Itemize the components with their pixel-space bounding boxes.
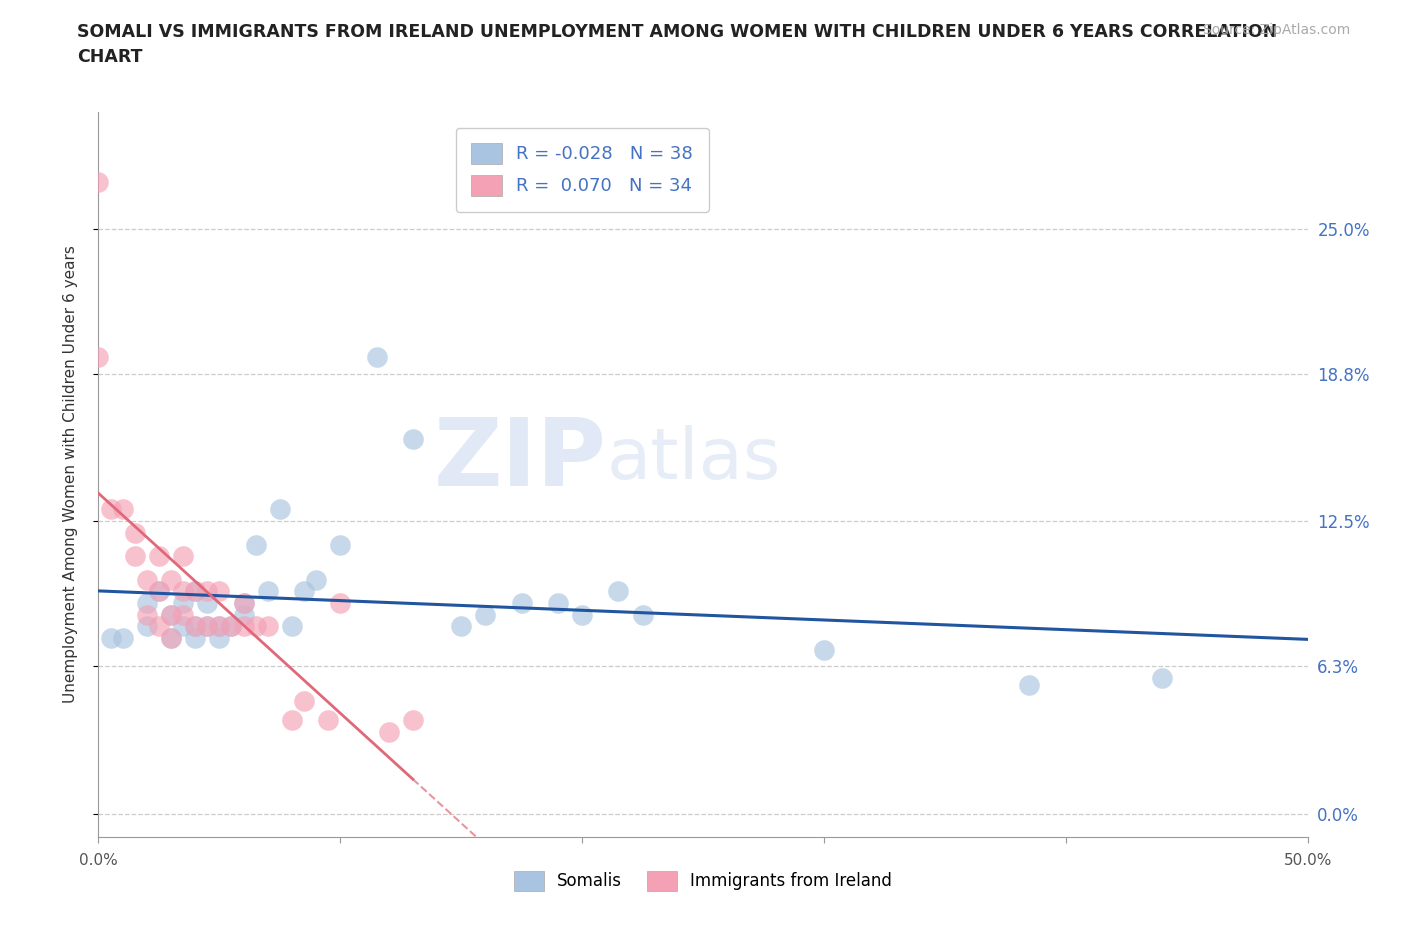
Point	[100, 631, 122, 645]
Point	[232, 619, 254, 634]
Point	[232, 595, 254, 610]
Point	[195, 595, 218, 610]
Point	[208, 619, 231, 634]
Point	[1152, 671, 1174, 685]
Point	[232, 607, 254, 622]
Point	[329, 537, 352, 551]
Point	[281, 619, 304, 634]
Point	[111, 502, 134, 517]
Point	[281, 712, 304, 727]
Point	[292, 694, 315, 709]
Text: CHART: CHART	[77, 48, 143, 66]
Point	[402, 712, 425, 727]
Point	[256, 584, 278, 599]
Point	[510, 595, 533, 610]
Point	[329, 595, 352, 610]
Point	[160, 607, 183, 622]
Point	[813, 643, 835, 658]
Point	[124, 525, 146, 540]
Point	[172, 607, 194, 622]
Text: SOMALI VS IMMIGRANTS FROM IRELAND UNEMPLOYMENT AMONG WOMEN WITH CHILDREN UNDER 6: SOMALI VS IMMIGRANTS FROM IRELAND UNEMPL…	[77, 23, 1278, 41]
Point	[184, 631, 207, 645]
Point	[631, 607, 654, 622]
Point	[208, 584, 231, 599]
Text: atlas: atlas	[606, 425, 780, 494]
Point	[316, 712, 339, 727]
Point	[450, 619, 472, 634]
Point	[172, 584, 194, 599]
Point	[474, 607, 496, 622]
Point	[208, 619, 231, 634]
Point	[547, 595, 569, 610]
Legend: Somalis, Immigrants from Ireland: Somalis, Immigrants from Ireland	[498, 854, 908, 908]
Point	[124, 549, 146, 564]
Point	[269, 502, 291, 517]
Point	[111, 631, 134, 645]
Point	[135, 595, 157, 610]
Point	[184, 584, 207, 599]
Legend: R = -0.028   N = 38, R =  0.070   N = 34: R = -0.028 N = 38, R = 0.070 N = 34	[456, 127, 709, 211]
Point	[135, 619, 157, 634]
Point	[402, 432, 425, 446]
Point	[184, 619, 207, 634]
Point	[87, 350, 110, 365]
Text: 0.0%: 0.0%	[79, 853, 118, 868]
Point	[195, 619, 218, 634]
Text: 50.0%: 50.0%	[1284, 853, 1331, 868]
Point	[148, 584, 170, 599]
Text: ZIP: ZIP	[433, 414, 606, 506]
Point	[1018, 677, 1040, 692]
Point	[184, 619, 207, 634]
Point	[160, 631, 183, 645]
Text: Source: ZipAtlas.com: Source: ZipAtlas.com	[1202, 23, 1350, 37]
Point	[221, 619, 243, 634]
Point	[172, 549, 194, 564]
Point	[87, 174, 110, 189]
Point	[232, 595, 254, 610]
Point	[292, 584, 315, 599]
Point	[148, 549, 170, 564]
Y-axis label: Unemployment Among Women with Children Under 6 years: Unemployment Among Women with Children U…	[63, 246, 77, 703]
Point	[160, 607, 183, 622]
Point	[148, 619, 170, 634]
Point	[135, 572, 157, 587]
Point	[377, 724, 399, 739]
Point	[148, 584, 170, 599]
Point	[172, 595, 194, 610]
Point	[160, 631, 183, 645]
Point	[607, 584, 630, 599]
Point	[100, 502, 122, 517]
Point	[184, 584, 207, 599]
Point	[160, 572, 183, 587]
Point	[195, 619, 218, 634]
Point	[256, 619, 278, 634]
Point	[221, 619, 243, 634]
Point	[172, 619, 194, 634]
Point	[208, 631, 231, 645]
Point	[305, 572, 328, 587]
Point	[366, 350, 388, 365]
Point	[245, 537, 267, 551]
Point	[195, 584, 218, 599]
Point	[571, 607, 593, 622]
Point	[245, 619, 267, 634]
Point	[135, 607, 157, 622]
